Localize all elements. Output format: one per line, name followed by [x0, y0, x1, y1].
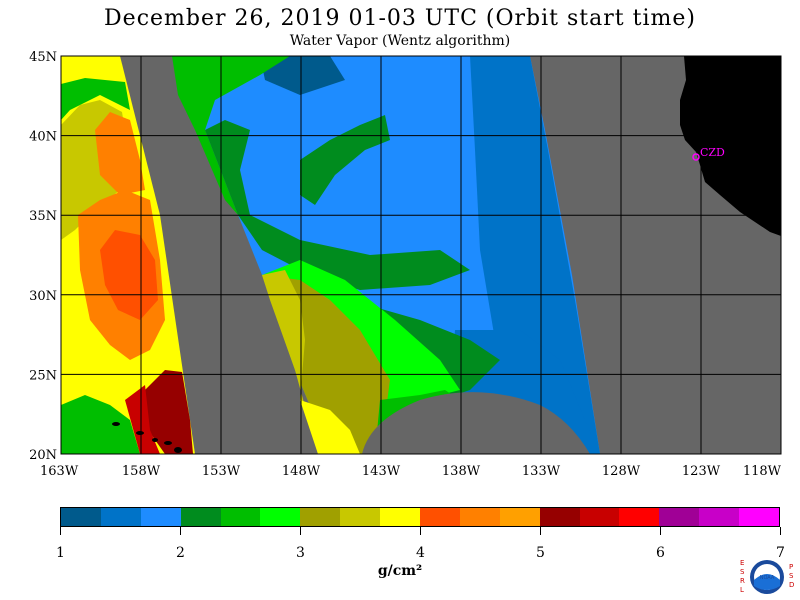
lat-lon-grid [61, 56, 781, 454]
right-swath-green-band-north [172, 56, 290, 215]
svg-text:S: S [789, 572, 794, 580]
latitude-labels: 45N 40N 35N 30N 25N 20N [29, 50, 57, 463]
lon-label: 158W [122, 464, 161, 479]
colorbar-tick-label: 4 [416, 545, 425, 561]
colorbar-swatch [100, 508, 141, 526]
lat-label: 25N [29, 368, 57, 383]
lat-label: 40N [29, 130, 57, 145]
colorbar-tick-label: 2 [176, 545, 185, 561]
colorbar-swatch [739, 508, 780, 526]
colorbar-tick-label: 1 [56, 545, 65, 561]
station-marker: CZD [692, 146, 725, 161]
left-swath-orange-north [95, 112, 145, 195]
hawaiian-islands [112, 422, 182, 453]
colorbar-tick-mark [660, 527, 661, 535]
page-title: December 26, 2019 01-03 UTC (Orbit start… [104, 6, 696, 31]
colorbar-swatch [180, 508, 221, 526]
svg-text:S: S [740, 568, 745, 576]
lon-label: 123W [682, 464, 721, 479]
colorbar [60, 507, 780, 527]
colorbar-swatch [340, 508, 381, 526]
left-swath-green-top [61, 78, 130, 120]
colorbar-tick-mark [780, 527, 781, 535]
land-california [680, 56, 781, 236]
lon-label: 133W [522, 464, 561, 479]
svg-text:NOAA: NOAA [760, 575, 775, 581]
svg-text:E: E [740, 559, 744, 567]
svg-text:L: L [740, 586, 744, 594]
left-swath-red [100, 230, 158, 320]
colorbar-tick-mark [300, 527, 301, 535]
colorbar-tick-label: 6 [656, 545, 665, 561]
right-swath-green-curl [300, 115, 390, 205]
colorbar-tick-mark [180, 527, 181, 535]
colorbar-swatch [140, 508, 181, 526]
no-data-patch-south [362, 392, 590, 454]
lon-label: 163W [40, 464, 79, 479]
colorbar-swatch [619, 508, 660, 526]
right-swath-darkblue-north [260, 56, 345, 95]
lon-label: 148W [282, 464, 321, 479]
svg-text:P: P [789, 563, 793, 571]
colorbar-swatch [499, 508, 540, 526]
colorbar-tick-label: 5 [536, 545, 545, 561]
colorbar-swatch [420, 508, 460, 526]
lon-label: 128W [602, 464, 641, 479]
lon-label: 138W [442, 464, 481, 479]
colorbar-tick-label: 3 [296, 545, 305, 561]
colorbar-unit: g/cm² [377, 563, 423, 579]
left-swath-darkred [145, 370, 193, 454]
lon-label: 143W [362, 464, 401, 479]
colorbar-swatch [699, 508, 740, 526]
colorbar-swatch [380, 508, 421, 526]
colorbar-swatch [659, 508, 700, 526]
lat-label: 20N [29, 448, 57, 463]
colorbar-swatch [459, 508, 500, 526]
colorbar-swatch [61, 508, 101, 526]
lon-label: 118W [743, 464, 782, 479]
lat-label: 35N [29, 209, 57, 224]
colorbar-swatch [539, 508, 580, 526]
svg-text:D: D [789, 581, 794, 589]
station-label: CZD [700, 146, 725, 159]
right-swath-yellow-olive [262, 270, 330, 454]
colorbar-swatch [300, 508, 341, 526]
map-frame [60, 55, 782, 455]
colorbar-tick-mark [420, 527, 421, 535]
lat-label: 45N [29, 50, 57, 65]
lon-label: 153W [202, 464, 241, 479]
colorbar-swatch [579, 508, 620, 526]
right-swath-green-band [205, 120, 470, 290]
left-swath-green-south [61, 395, 140, 454]
colorbar-tick-mark [540, 527, 541, 535]
longitude-labels: 163W 158W 153W 148W 143W 138W 133W 128W 123W 118W [40, 464, 782, 479]
colorbar-swatch [260, 508, 301, 526]
left-swath-crimson [125, 385, 160, 454]
lat-label: 30N [29, 289, 57, 304]
colorbar-tick-mark [60, 527, 61, 535]
page-subtitle: Water Vapor (Wentz algorithm) [289, 33, 511, 49]
svg-text:R: R [740, 577, 745, 585]
colorbar-swatch [220, 508, 261, 526]
right-swath-yellow-south [300, 400, 360, 454]
colorbar-tick-label: 7 [776, 545, 785, 561]
